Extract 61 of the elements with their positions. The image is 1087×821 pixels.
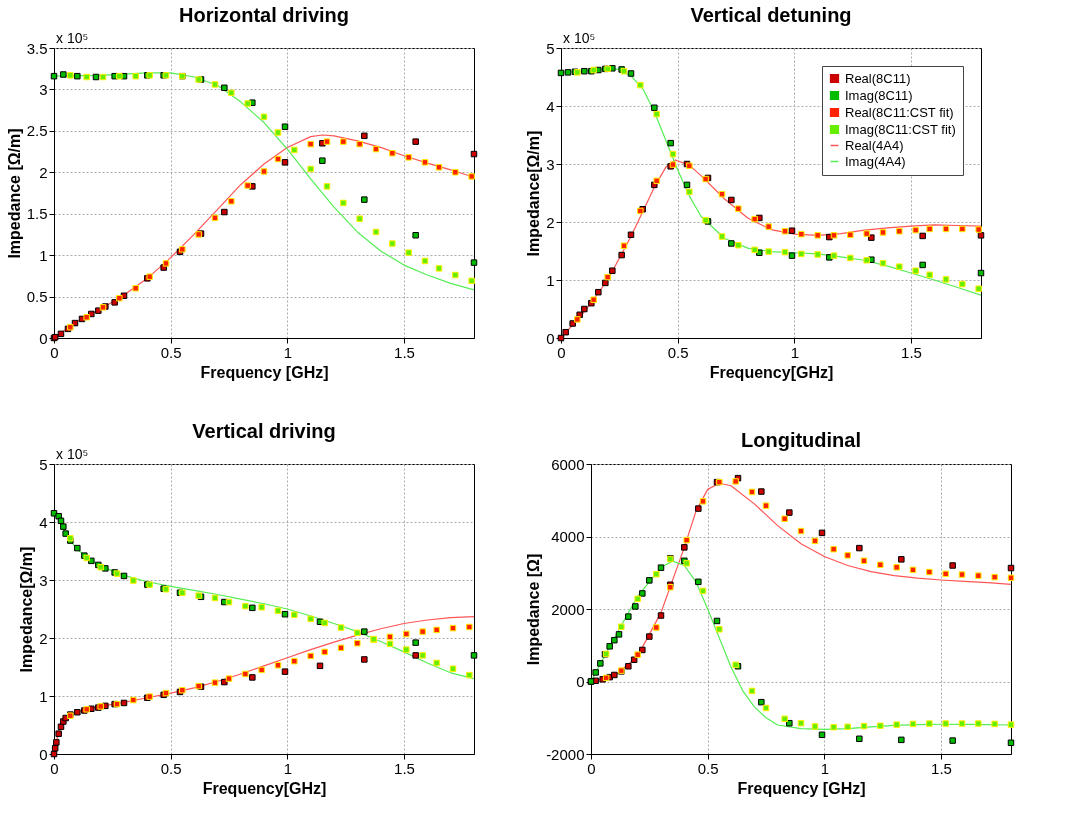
y-tick-label: 5 [546, 39, 555, 57]
y-tick-label: 1.5 [26, 205, 48, 223]
chart-title: Longitudinal [741, 429, 861, 451]
x-tick-label: 1.5 [901, 343, 922, 361]
y-tick-label: 3 [39, 571, 48, 589]
legend-label: Real(8C11:CST fit) [845, 104, 954, 120]
x-tick-label: 1 [283, 759, 293, 777]
text: x 10⁵ [56, 446, 89, 462]
x-tick-label: 1.5 [931, 759, 952, 777]
y-axis-title: Impedance[Ω/m] [525, 130, 543, 257]
y-axis-title: Impedance [Ω] [525, 553, 543, 666]
x-tick-label: 1.5 [394, 343, 415, 361]
y-tick-label: 0 [39, 329, 48, 347]
y-axis-title: Impedance [Ω/m] [5, 128, 23, 259]
x-tick-label: 0 [587, 759, 596, 777]
x-tick-label: 0.5 [697, 759, 719, 777]
legend-label: Imag(8C11:CST fit) [845, 121, 956, 137]
y-tick-label: 5 [39, 455, 48, 473]
x-tick-label: 0 [50, 759, 59, 777]
x-tick-label: 0.5 [160, 343, 182, 361]
legend-label: Real(8C11) [845, 70, 911, 86]
x-tick-label: 1 [820, 759, 830, 777]
x-tick-label: 1 [790, 343, 800, 361]
x-tick-label: 0 [50, 343, 59, 361]
x-axis-title: Frequency [GHz] [200, 363, 329, 381]
y-tick-label: 3.5 [26, 39, 48, 57]
y-tick-label: 4 [39, 513, 48, 531]
y-tick-label: 0 [39, 745, 48, 763]
x-axis-title: Frequency[GHz] [202, 779, 327, 797]
chart-title: Vertical driving [192, 420, 336, 442]
y-tick-label: 1 [39, 687, 48, 705]
text: x 10⁵ [563, 30, 596, 46]
y-tick-label: 0 [546, 329, 555, 347]
y-tick-label: 4 [546, 97, 555, 115]
y-tick-label: 2.5 [26, 122, 48, 140]
y-tick-label: 3 [39, 80, 48, 98]
text: x 10⁵ [56, 30, 89, 46]
chart-title: Vertical detuning [690, 4, 852, 26]
y-tick-label: 0.5 [26, 288, 48, 306]
x-axis-title: Frequency[GHz] [709, 363, 834, 381]
y-axis-title: Impedance[Ω/m] [18, 546, 36, 673]
chart-title: Horizontal driving [179, 4, 349, 26]
y-tick-label: 2 [546, 213, 555, 231]
x-tick-label: 0.5 [160, 759, 182, 777]
y-tick-label: 3 [546, 155, 555, 173]
legend-label: Imag(8C11) [845, 87, 913, 103]
x-tick-label: 1 [283, 343, 293, 361]
legend-label: Real(4A4) [845, 137, 904, 153]
y-tick-label: 1 [39, 246, 48, 264]
y-tick-label: 0 [576, 673, 585, 690]
legend-label: Imag(4A4) [845, 153, 906, 169]
y-tick-label: 2 [39, 629, 48, 647]
x-tick-label: 1.5 [394, 759, 415, 777]
y-tick-label: 6000 [551, 455, 585, 473]
x-tick-label: 0.5 [667, 343, 689, 361]
y-tick-label: -2000 [546, 745, 585, 763]
y-tick-label: 2000 [551, 600, 585, 618]
y-tick-label: 4000 [551, 528, 585, 545]
x-axis-title: Frequency [GHz] [737, 779, 866, 797]
y-tick-label: 2 [39, 163, 48, 181]
y-tick-label: 1 [546, 271, 555, 289]
